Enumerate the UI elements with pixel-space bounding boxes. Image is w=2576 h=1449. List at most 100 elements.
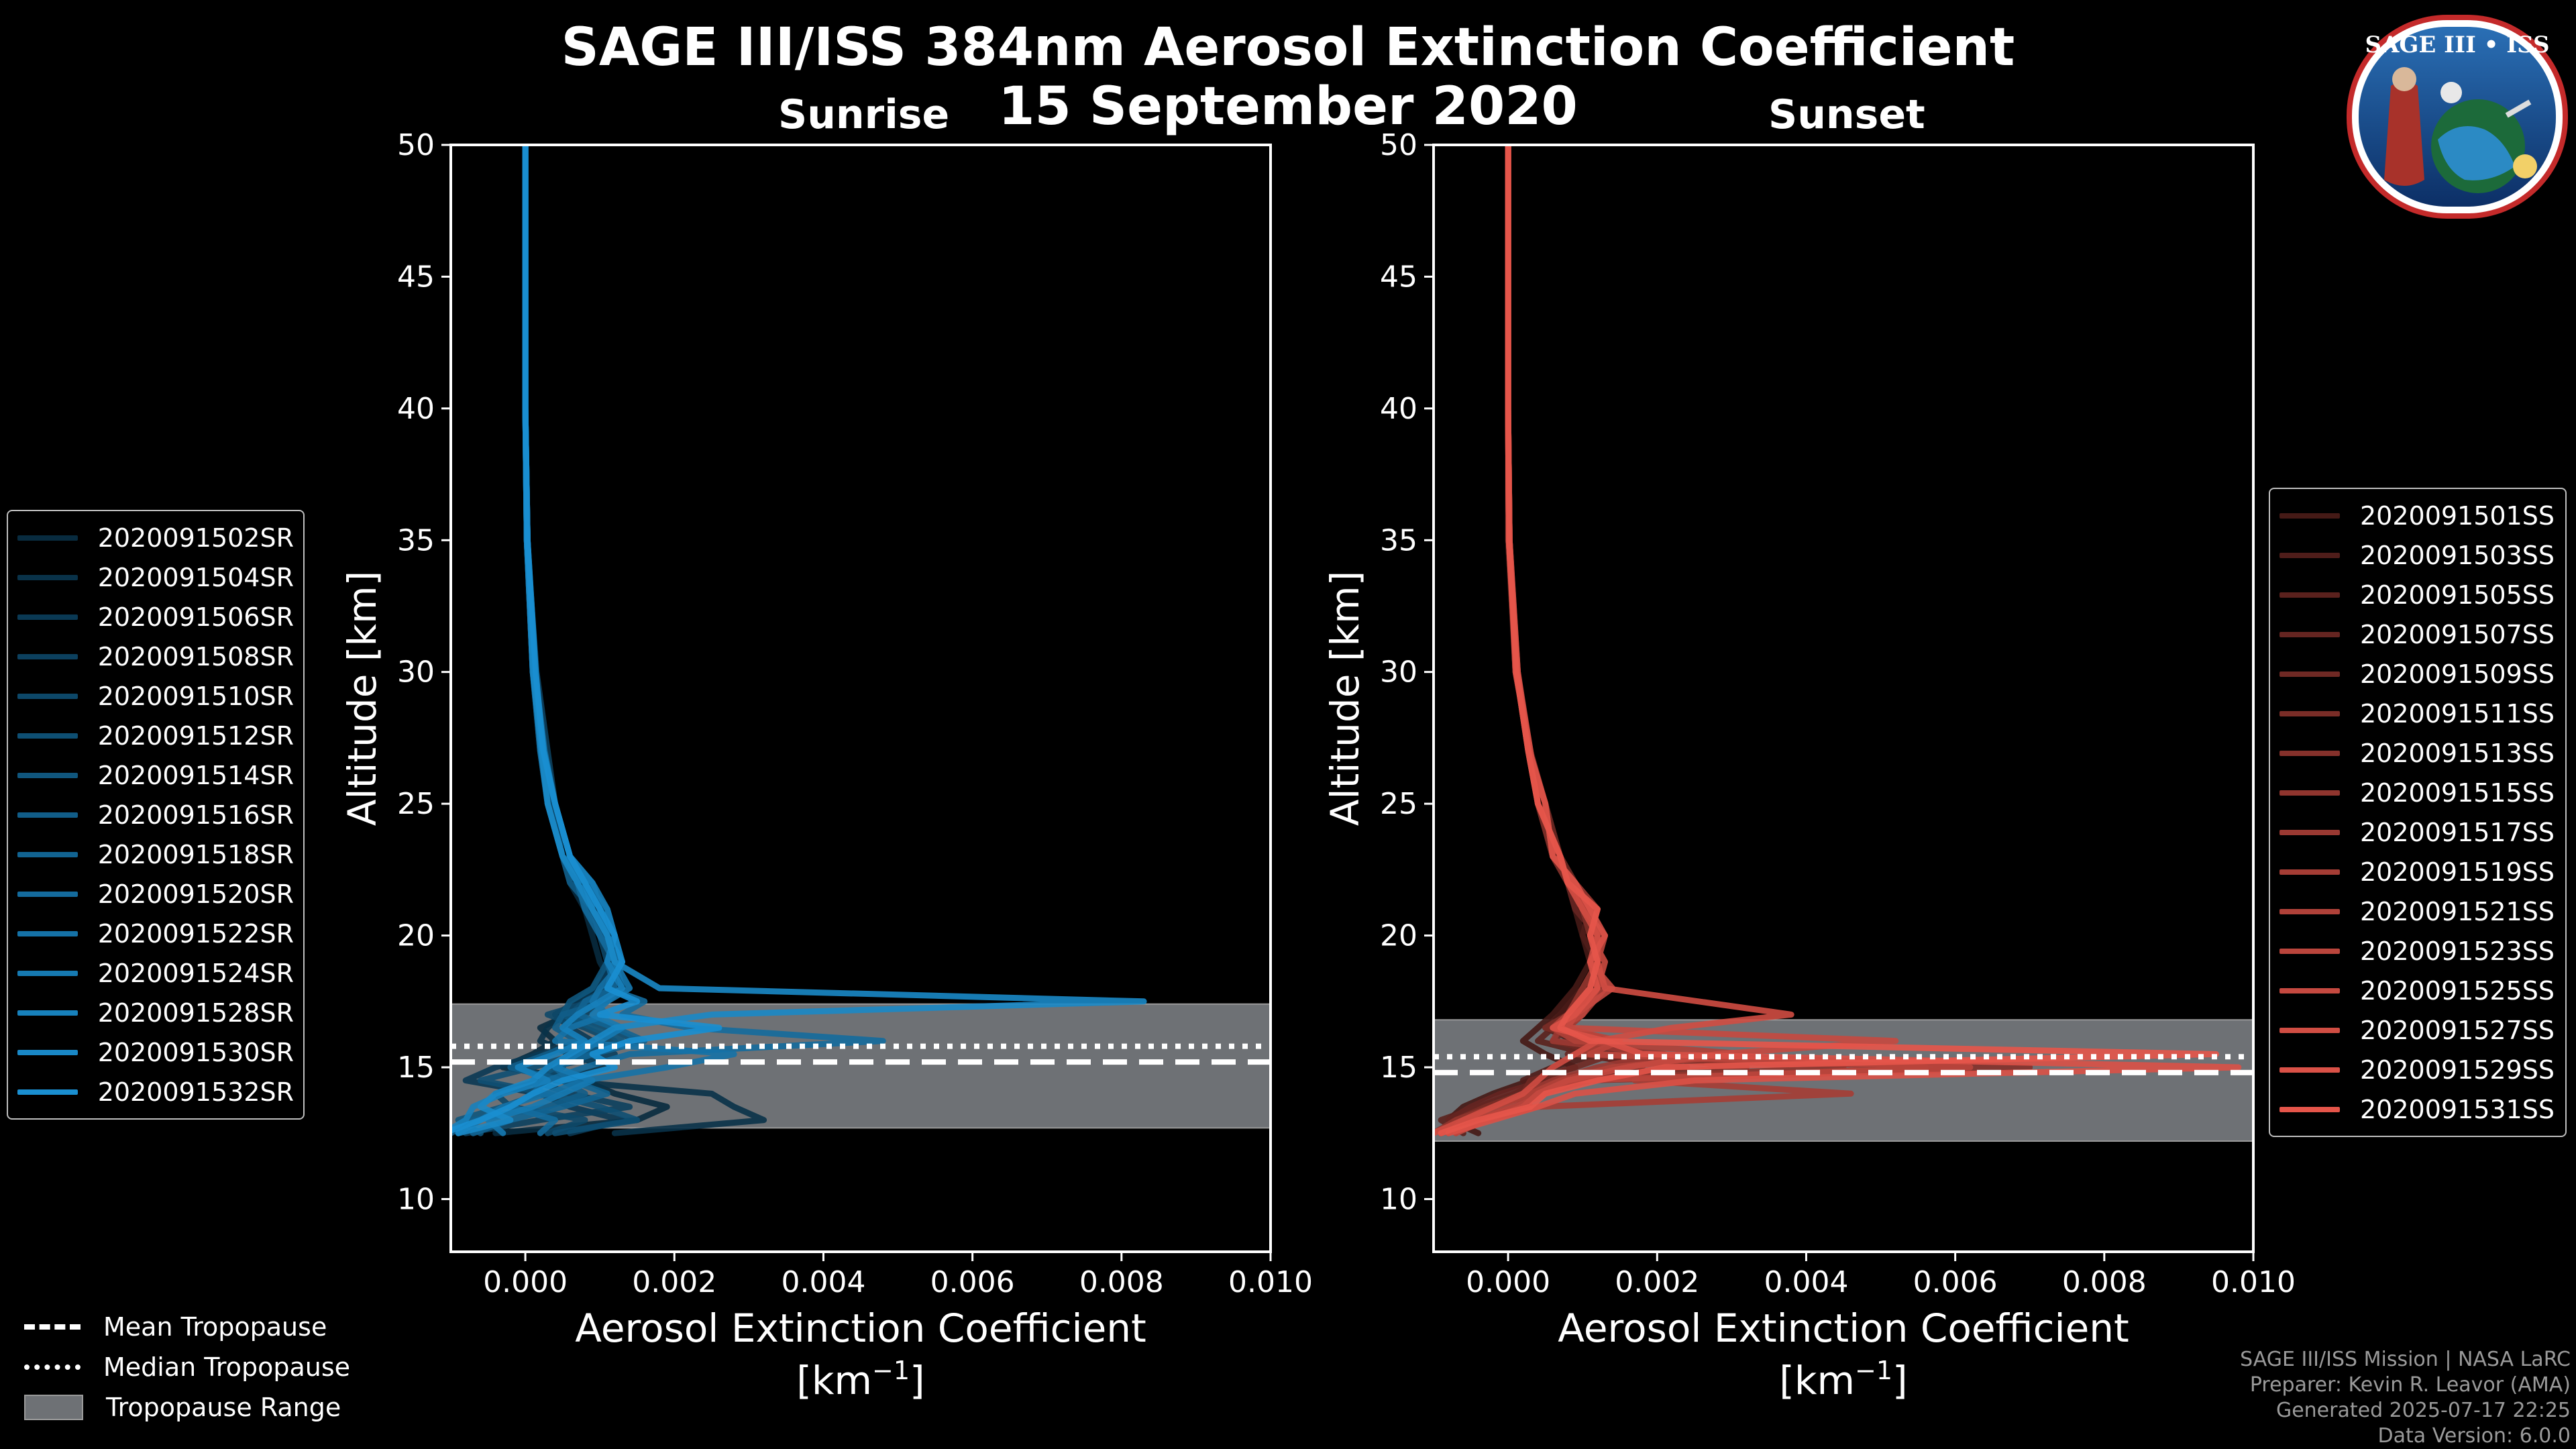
iss-icon — [2505, 99, 2532, 118]
legend-item: 2020091520SR — [17, 874, 294, 914]
legend-item: 2020091516SR — [17, 795, 294, 835]
legend-item: 2020091517SS — [2279, 812, 2556, 852]
legend-median-tropopause: Median Tropopause — [24, 1347, 350, 1387]
legend-item: 2020091515SS — [2279, 773, 2556, 812]
y-tick-label: 15 — [1380, 1051, 1417, 1085]
legend-item: 2020091519SS — [2279, 852, 2556, 892]
y-tick-label: 50 — [397, 128, 435, 162]
y-tick-label: 10 — [1380, 1182, 1417, 1216]
legend-item: 2020091525SS — [2279, 971, 2556, 1010]
credit-version: Data Version: 6.0.0 — [2377, 1424, 2571, 1448]
y-tick-label: 30 — [1380, 655, 1417, 690]
x-tick-label: 0.006 — [1913, 1265, 1998, 1299]
legend-label: 2020091501SS — [2360, 500, 2555, 531]
legend-label: 2020091530SR — [97, 1037, 294, 1067]
y-tick-label: 45 — [1380, 260, 1417, 294]
sage-iii-iss-logo: SAGE III • ISS — [2347, 15, 2568, 219]
legend-range-label: Tropopause Range — [106, 1393, 341, 1422]
legend-item: 2020091503SS — [2279, 535, 2556, 575]
legend-item: 2020091505SS — [2279, 575, 2556, 614]
legend-mean-tropopause: Mean Tropopause — [24, 1307, 350, 1347]
legend-label: 2020091515SS — [2360, 777, 2555, 808]
legend-item: 2020091531SS — [2279, 1089, 2556, 1129]
legend-swatch-icon — [2279, 1106, 2340, 1112]
sun-icon — [2513, 154, 2537, 178]
legend-swatch-icon — [2279, 671, 2340, 677]
sunset-subtitle: Sunset — [1768, 91, 1925, 138]
legend-label: 2020091518SR — [97, 839, 294, 869]
x-axis-unit-close: ] — [1892, 1358, 1908, 1403]
moon-icon — [2440, 82, 2462, 103]
legend-swatch-icon — [17, 812, 78, 818]
legend-swatch-icon — [2279, 869, 2340, 875]
x-axis-unit-base: [km — [1779, 1358, 1855, 1403]
legend-swatch-icon — [17, 693, 78, 699]
legend-label: 2020091513SS — [2360, 738, 2555, 768]
legend-label: 2020091520SR — [97, 879, 294, 909]
legend-label: 2020091504SR — [97, 562, 294, 592]
legend-label: 2020091532SR — [97, 1077, 294, 1107]
y-tick-label: 40 — [1380, 392, 1417, 426]
chart-title: SAGE III/ISS 384nm Aerosol Extinction Co… — [561, 17, 2015, 78]
tropopause-legend: Mean Tropopause Median Tropopause Tropop… — [24, 1307, 350, 1428]
x-axis-unit: [km−1] — [1779, 1356, 1907, 1403]
y-axis-label: Altitude [km] — [1322, 571, 1368, 826]
legend-swatch-icon — [2279, 790, 2340, 796]
legend-swatch-icon — [17, 891, 78, 897]
legend-label: 2020091503SS — [2360, 540, 2555, 570]
legend-mean-label: Mean Tropopause — [103, 1312, 327, 1342]
legend-swatch-icon — [2279, 710, 2340, 716]
sunrise-legend: 2020091502SR 2020091504SR 2020091506SR 2020… — [7, 510, 305, 1120]
legend-label: 2020091522SR — [97, 918, 294, 949]
legend-swatch-icon — [2279, 513, 2340, 519]
legend-item: 2020091512SR — [17, 716, 294, 755]
x-tick-label: 0.008 — [2062, 1265, 2147, 1299]
legend-median-label: Median Tropopause — [103, 1352, 350, 1382]
legend-swatch-icon — [17, 535, 78, 541]
x-axis-unit-exponent: −1 — [872, 1356, 910, 1385]
x-tick-label: 0.004 — [1764, 1265, 1848, 1299]
y-tick-label: 20 — [1380, 919, 1417, 953]
legend-item: 2020091504SR — [17, 557, 294, 597]
legend-swatch-icon — [17, 1010, 78, 1016]
legend-swatch-icon — [2279, 1027, 2340, 1033]
legend-swatch-icon — [17, 851, 78, 857]
legend-swatch-icon — [2279, 552, 2340, 558]
legend-swatch-icon — [2279, 750, 2340, 756]
legend-item: 2020091529SS — [2279, 1050, 2556, 1089]
legend-label: 2020091523SS — [2360, 936, 2555, 966]
legend-label: 2020091505SS — [2360, 580, 2555, 610]
x-axis-unit-base: [km — [796, 1358, 872, 1403]
ocean-icon — [2438, 126, 2515, 180]
credits: SAGE III/ISS Mission | NASA LaRC Prepare… — [2240, 1347, 2571, 1449]
profile-line-2020091531SS — [1438, 145, 2219, 1136]
x-tick-label: 0.010 — [2211, 1265, 2296, 1299]
legend-swatch-icon — [17, 970, 78, 976]
legend-swatch-icon — [17, 772, 78, 778]
legend-swatch-icon — [2279, 631, 2340, 637]
legend-swatch-icon — [17, 930, 78, 936]
chart-date: 15 September 2020 — [998, 76, 1578, 137]
legend-label: 2020091527SS — [2360, 1015, 2555, 1045]
legend-item: 2020091513SS — [2279, 733, 2556, 773]
legend-label: 2020091519SS — [2360, 857, 2555, 887]
legend-swatch-icon — [17, 653, 78, 659]
legend-swatch-icon — [2279, 948, 2340, 954]
legend-label: 2020091531SS — [2360, 1094, 2555, 1124]
legend-item: 2020091502SR — [17, 518, 294, 557]
profile-line-2020091532SR — [451, 145, 722, 1134]
profile-line-2020091515SS — [1434, 145, 1847, 1136]
legend-label: 2020091524SR — [97, 958, 294, 988]
x-axis-label: Aerosol Extinction Coefficient — [575, 1305, 1146, 1351]
x-axis-label: Aerosol Extinction Coefficient — [1558, 1305, 2129, 1351]
legend-label: 2020091507SS — [2360, 619, 2555, 649]
legend-item: 2020091509SS — [2279, 654, 2556, 694]
legend-swatch-icon — [17, 574, 78, 580]
y-tick-label: 20 — [397, 919, 435, 953]
legend-item: 2020091501SS — [2279, 496, 2556, 535]
legend-item: 2020091508SR — [17, 637, 294, 676]
legend-label: 2020091511SS — [2360, 698, 2555, 729]
legend-item: 2020091506SR — [17, 597, 294, 637]
profile-line-2020091507SS — [1445, 145, 1690, 1136]
